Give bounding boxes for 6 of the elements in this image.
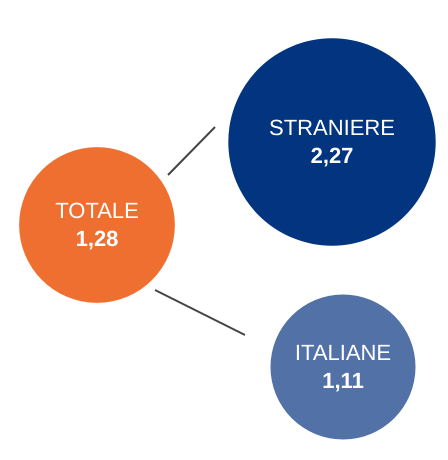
category-label: TOTALE (55, 198, 139, 223)
category-label: ITALIANE (294, 340, 392, 365)
category-label: STRANIERE (269, 115, 395, 140)
data-label: 2,27 (310, 143, 354, 168)
data-label: 1,28 (76, 226, 118, 251)
data-label: 1,11 (322, 368, 364, 393)
